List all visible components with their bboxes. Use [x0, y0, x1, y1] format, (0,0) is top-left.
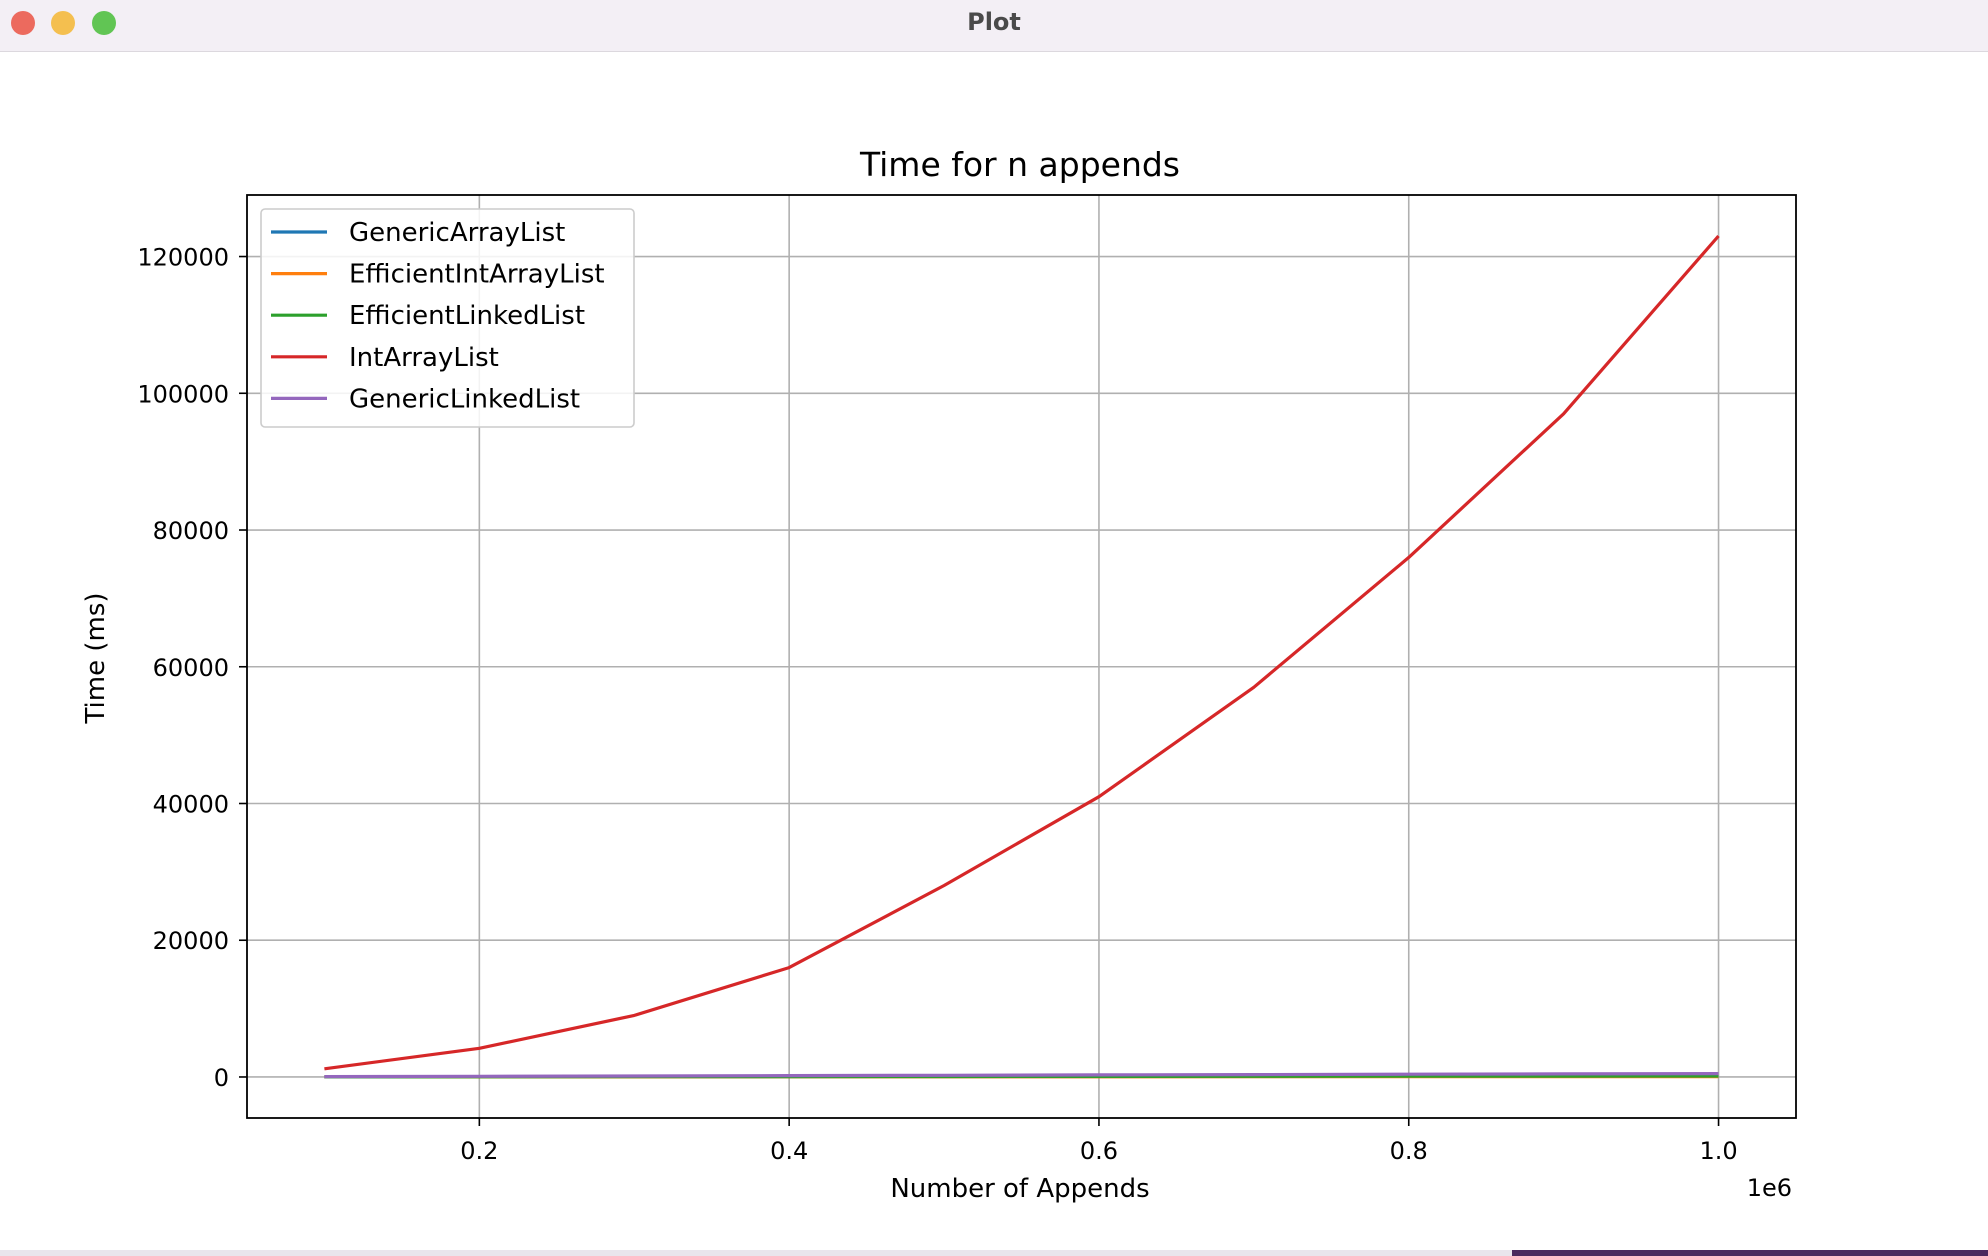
maximize-window-button[interactable]: [92, 11, 116, 35]
window-bottom-edge: [0, 1250, 1988, 1256]
title-bar: Plot: [0, 0, 1988, 52]
x-tick-label: 0.2: [460, 1137, 498, 1165]
y-tick-label: 40000: [153, 790, 229, 818]
minimize-window-button[interactable]: [51, 11, 75, 35]
y-tick-label: 120000: [137, 244, 229, 272]
series-line-genericlinkedlist: [324, 1071, 1719, 1079]
close-window-button[interactable]: [11, 11, 35, 35]
x-tick-label: 0.4: [770, 1137, 808, 1165]
legend: GenericArrayList EfficientIntArrayList Eff…: [260, 208, 635, 428]
legend-label: GenericLinkedList: [349, 384, 580, 414]
legend-label: IntArrayList: [349, 343, 499, 373]
x-tick-label: 1.0: [1699, 1137, 1737, 1165]
y-tick-label: 80000: [153, 517, 229, 545]
legend-label: EfficientIntArrayList: [349, 260, 605, 290]
series-line-intarraylist: [324, 234, 1720, 1071]
y-tick-label: 100000: [137, 380, 229, 408]
y-tick-label: 60000: [153, 654, 229, 682]
background-window-edge: [1512, 1250, 1988, 1256]
legend-label: EfficientLinkedList: [349, 301, 585, 331]
y-tick-label: 20000: [153, 927, 229, 955]
legend-box: [260, 208, 635, 428]
x-tick-label: 0.6: [1080, 1137, 1118, 1165]
window-title: Plot: [967, 8, 1021, 36]
chart-title: Time for n appends: [859, 145, 1180, 184]
plot-area-frame: [246, 194, 1797, 1119]
x-axis-label: Number of Appends: [890, 1174, 1149, 1204]
y-axis-label: Time (ms): [81, 592, 111, 724]
y-tick-label: 0: [214, 1064, 229, 1092]
x-axis-offset-label: 1e6: [1747, 1174, 1792, 1202]
x-tick-label: 0.8: [1390, 1137, 1428, 1165]
legend-label: GenericArrayList: [349, 218, 565, 248]
